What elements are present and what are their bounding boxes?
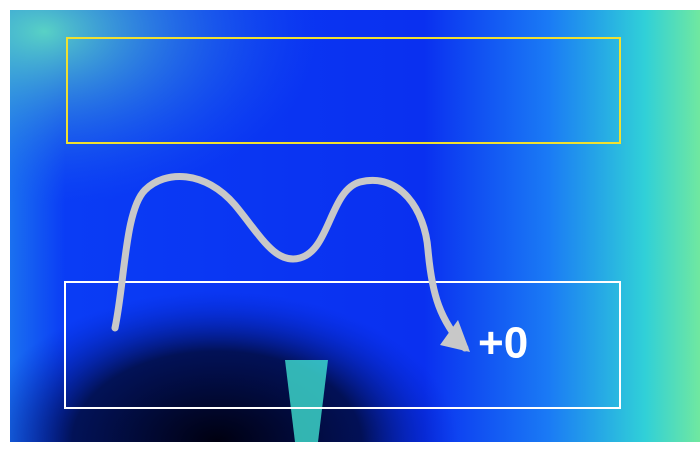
image-shadow [10,10,700,442]
score-label: +0 [478,319,528,368]
object [285,360,328,442]
white-box [64,281,621,409]
yellow-box [66,37,621,144]
path-arrow [111,173,469,352]
arrow-head [440,320,470,352]
